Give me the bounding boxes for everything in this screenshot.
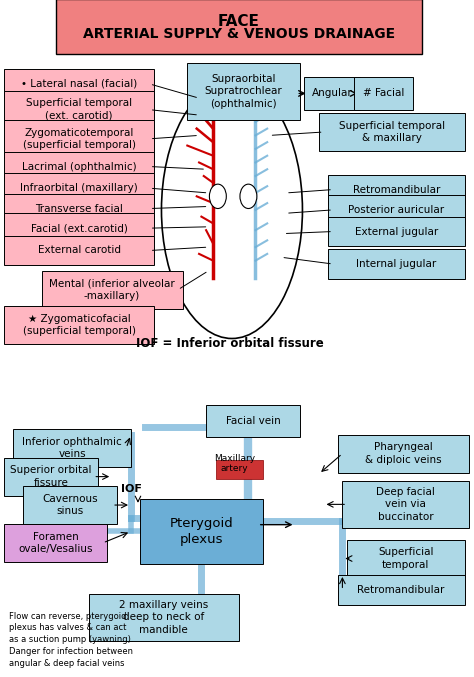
FancyBboxPatch shape (206, 405, 300, 437)
FancyBboxPatch shape (337, 575, 465, 605)
Circle shape (240, 184, 257, 209)
Text: Facial vein: Facial vein (226, 416, 281, 426)
FancyBboxPatch shape (328, 195, 465, 225)
Text: Zygomaticotemporal
(superficial temporal): Zygomaticotemporal (superficial temporal… (23, 127, 136, 150)
Text: # Facial: # Facial (363, 89, 404, 98)
Text: Maxillary
artery: Maxillary artery (214, 454, 255, 473)
FancyBboxPatch shape (328, 175, 465, 204)
Text: Mental (inferior alveolar
-maxillary): Mental (inferior alveolar -maxillary) (49, 278, 175, 301)
Text: Foramen
ovale/Vesalius: Foramen ovale/Vesalius (18, 531, 93, 554)
Text: Posterior auricular: Posterior auricular (348, 205, 445, 215)
Text: Superficial temporal
(ext. carotid): Superficial temporal (ext. carotid) (26, 98, 132, 121)
Text: ARTERIAL SUPPLY & VENOUS DRAINAGE: ARTERIAL SUPPLY & VENOUS DRAINAGE (83, 27, 395, 41)
FancyBboxPatch shape (342, 481, 469, 528)
Text: External jugular: External jugular (355, 227, 438, 236)
FancyBboxPatch shape (13, 429, 131, 467)
FancyBboxPatch shape (4, 194, 155, 223)
FancyBboxPatch shape (304, 77, 360, 110)
Text: FACE: FACE (218, 14, 260, 29)
Text: Infraorbital (maxillary): Infraorbital (maxillary) (20, 183, 138, 193)
Text: Deep facial
vein via
buccinator: Deep facial vein via buccinator (376, 487, 435, 522)
FancyBboxPatch shape (216, 460, 263, 479)
Text: Lacrimal (ophthalmic): Lacrimal (ophthalmic) (22, 162, 137, 171)
Text: IOF: IOF (121, 484, 142, 494)
Text: Pterygoid
plexus: Pterygoid plexus (170, 517, 233, 546)
FancyBboxPatch shape (42, 271, 182, 309)
FancyBboxPatch shape (56, 0, 422, 54)
FancyBboxPatch shape (4, 213, 155, 243)
FancyBboxPatch shape (4, 91, 155, 129)
Text: Superficial
temporal: Superficial temporal (378, 547, 434, 570)
Text: Facial (ext.carotid): Facial (ext.carotid) (31, 223, 128, 233)
FancyBboxPatch shape (337, 435, 469, 473)
FancyBboxPatch shape (354, 77, 413, 110)
Text: Supraorbital
Supratrochlear
(ophthalmic): Supraorbital Supratrochlear (ophthalmic) (205, 74, 283, 109)
FancyBboxPatch shape (187, 63, 300, 121)
Text: ★ Zygomaticofacial
(superficial temporal): ★ Zygomaticofacial (superficial temporal… (23, 313, 136, 336)
Text: 2 maxillary veins
deep to neck of
mandible: 2 maxillary veins deep to neck of mandib… (119, 600, 209, 635)
FancyBboxPatch shape (4, 458, 98, 496)
FancyBboxPatch shape (4, 120, 155, 158)
FancyBboxPatch shape (4, 306, 155, 344)
Text: External carotid: External carotid (38, 246, 121, 255)
FancyBboxPatch shape (140, 500, 263, 563)
FancyBboxPatch shape (4, 236, 155, 265)
FancyBboxPatch shape (4, 152, 155, 181)
Text: Transverse facial: Transverse facial (35, 204, 123, 213)
FancyBboxPatch shape (328, 217, 465, 246)
Text: Flow can reverse, pterygoid
plexus has valves & can act
as a suction pump (yawni: Flow can reverse, pterygoid plexus has v… (9, 611, 133, 668)
Text: Internal jugular: Internal jugular (356, 259, 437, 269)
Text: Superficial temporal
& maxillary: Superficial temporal & maxillary (339, 121, 445, 144)
Text: Superior orbital
fissure: Superior orbital fissure (10, 465, 92, 488)
Text: Retromandibular: Retromandibular (353, 185, 440, 194)
Text: IOF = Inferior orbital fissure: IOF = Inferior orbital fissure (136, 337, 323, 351)
Text: Inferior ophthalmic
veins: Inferior ophthalmic veins (22, 437, 122, 460)
Text: Cavernous
sinus: Cavernous sinus (42, 494, 98, 517)
FancyBboxPatch shape (4, 524, 108, 562)
Text: • Lateral nasal (facial): • Lateral nasal (facial) (21, 79, 137, 89)
Text: Retromandibular: Retromandibular (357, 586, 445, 595)
FancyBboxPatch shape (23, 486, 117, 524)
Ellipse shape (162, 81, 302, 338)
FancyBboxPatch shape (4, 173, 155, 203)
Text: Pharyngeal
& diploic veins: Pharyngeal & diploic veins (365, 442, 442, 465)
Circle shape (210, 184, 226, 209)
Text: Angular: Angular (312, 89, 353, 98)
FancyBboxPatch shape (4, 69, 155, 99)
FancyBboxPatch shape (89, 594, 239, 641)
FancyBboxPatch shape (319, 113, 465, 151)
FancyBboxPatch shape (328, 249, 465, 279)
FancyBboxPatch shape (347, 540, 465, 577)
